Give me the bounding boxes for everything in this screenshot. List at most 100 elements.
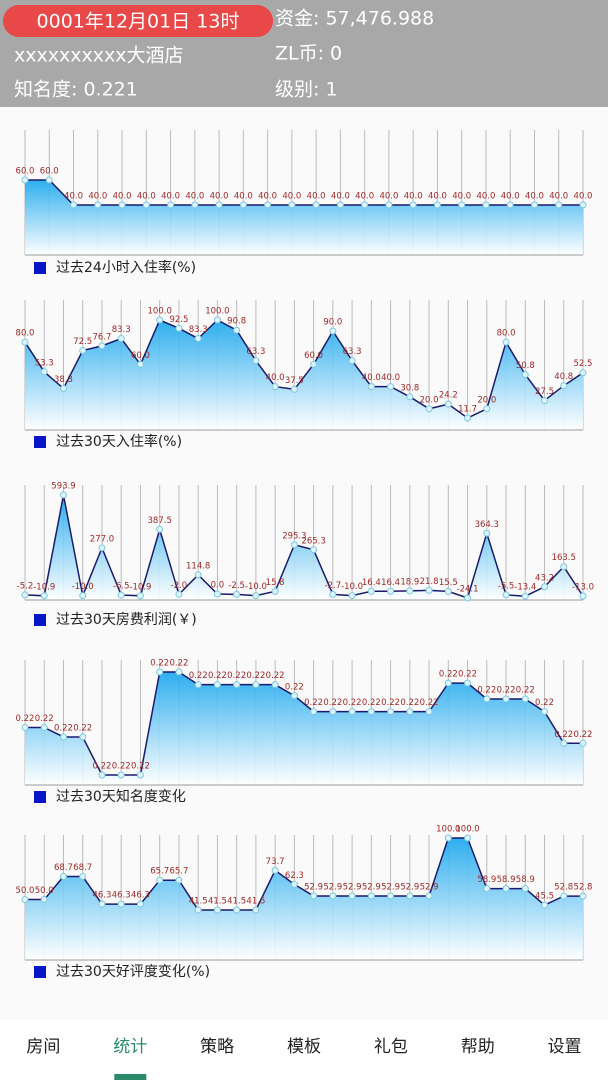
- value-label: -10.9: [33, 582, 55, 592]
- point: [136, 900, 144, 908]
- value-label: 30.8: [400, 383, 419, 393]
- point: [444, 400, 452, 408]
- point: [233, 326, 241, 334]
- legend-label: 过去24小时入住率(%): [56, 259, 196, 276]
- point: [40, 592, 48, 600]
- value-label: 80.0: [497, 329, 516, 339]
- point: [98, 771, 106, 779]
- value-label: 41.5: [189, 897, 208, 907]
- value-label: 0.22: [554, 730, 573, 740]
- point: [348, 892, 356, 900]
- point: [175, 876, 183, 884]
- value-label: 68.7: [54, 863, 73, 873]
- point: [233, 590, 241, 598]
- point: [483, 885, 491, 893]
- value-label: 72.5: [73, 337, 92, 347]
- value-label: 27.5: [535, 387, 554, 397]
- value-label: 0.22: [169, 659, 188, 669]
- line: [25, 179, 583, 206]
- area-fill: [25, 838, 583, 960]
- point: [310, 708, 318, 716]
- value-label: -10.0: [341, 582, 363, 592]
- point: [579, 739, 587, 747]
- charts: 60.0 60.0 40.0 40.0 40.0 40.0 40.0 40.0 40.0 40.0…: [16, 130, 594, 980]
- value-label: 52.8: [574, 883, 593, 893]
- point: [348, 592, 356, 600]
- point: [406, 393, 414, 401]
- value-label: 100.0: [455, 825, 479, 835]
- point: [482, 201, 490, 209]
- value-label: 0.22: [574, 730, 593, 740]
- value-label: 265.3: [301, 536, 325, 546]
- value-label: 0.22: [150, 659, 169, 669]
- point: [175, 324, 183, 332]
- value-label: 40.0: [404, 192, 423, 202]
- tab-label[interactable]: 帮助: [461, 1037, 495, 1057]
- legend-swatch: [34, 791, 46, 803]
- point: [409, 201, 417, 209]
- point: [290, 385, 298, 393]
- point: [136, 771, 144, 779]
- value-label: 40.0: [282, 192, 301, 202]
- point: [348, 708, 356, 716]
- value-label: 0.22: [304, 698, 323, 708]
- value-label: 277.0: [90, 534, 114, 544]
- value-label: 40.0: [331, 192, 350, 202]
- value-label: 20.0: [420, 395, 439, 405]
- point: [502, 885, 510, 893]
- value-label: 68.7: [73, 863, 92, 873]
- tab-label[interactable]: 统计: [113, 1037, 147, 1057]
- value-label: 0.22: [477, 685, 496, 695]
- tab-label[interactable]: 房间: [26, 1037, 60, 1057]
- hotel-name: xxxxxxxxxx大酒店: [14, 45, 183, 67]
- tab-indicator: [114, 1074, 147, 1080]
- point: [98, 900, 106, 908]
- legend-label: 过去30天入住率(%): [56, 433, 182, 450]
- value-label: 58.9: [516, 875, 535, 885]
- point: [521, 371, 529, 379]
- point: [264, 201, 272, 209]
- legend-label: 过去30天房费利润(￥): [56, 612, 197, 628]
- point: [425, 892, 433, 900]
- value-label: 63.3: [246, 347, 265, 357]
- value-label: 83.3: [189, 325, 208, 335]
- point: [213, 906, 221, 914]
- value-label: 40.0: [137, 192, 156, 202]
- value-label: 65.7: [150, 867, 169, 877]
- value-label: 0.22: [208, 671, 227, 681]
- tab-label[interactable]: 模板: [287, 1037, 321, 1057]
- value-label: 11.7: [458, 405, 477, 415]
- point: [117, 335, 125, 343]
- point: [98, 342, 106, 350]
- value-label: 0.22: [266, 671, 285, 681]
- value-label: -2.0: [171, 581, 188, 591]
- point: [385, 201, 393, 209]
- value-label: 0.22: [35, 714, 54, 724]
- value-label: 40.0: [501, 192, 520, 202]
- level: 级别: 1: [275, 79, 338, 101]
- tab-label[interactable]: 设置: [548, 1037, 582, 1057]
- tab-label[interactable]: 策略: [200, 1037, 234, 1057]
- value-label: 21.8: [420, 577, 439, 587]
- point: [541, 708, 549, 716]
- value-label: 40.0: [574, 192, 593, 202]
- point: [21, 723, 29, 731]
- value-label: 46.3: [92, 891, 111, 901]
- point: [521, 885, 529, 893]
- value-label: 52.9: [323, 882, 342, 892]
- point: [156, 876, 164, 884]
- point: [361, 201, 369, 209]
- value-label: 58.9: [497, 875, 516, 885]
- point: [464, 679, 472, 687]
- value-label: 41.5: [208, 897, 227, 907]
- tab-label[interactable]: 礼包: [374, 1037, 408, 1057]
- point: [59, 384, 67, 392]
- point: [367, 587, 375, 595]
- point: [329, 590, 337, 598]
- point: [579, 592, 587, 600]
- point: [79, 733, 87, 741]
- point: [40, 368, 48, 376]
- point: [167, 201, 175, 209]
- legend-label: 过去30天好评度变化(%): [56, 964, 210, 980]
- value-label: 40.0: [452, 192, 471, 202]
